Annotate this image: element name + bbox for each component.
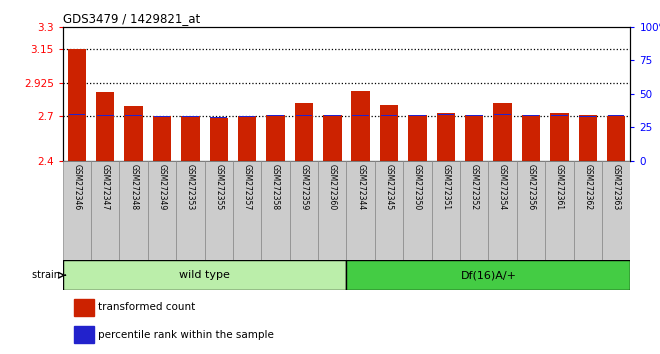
Text: percentile rank within the sample: percentile rank within the sample (98, 330, 274, 340)
Bar (324, 115, 341, 116)
Bar (380, 105, 398, 161)
Bar (375, 161, 403, 260)
Text: GSM272354: GSM272354 (498, 164, 507, 210)
Bar (68, 49, 86, 161)
Bar (261, 161, 290, 260)
Text: GSM272347: GSM272347 (101, 164, 110, 210)
Bar (403, 161, 432, 260)
Text: transformed count: transformed count (98, 302, 195, 312)
Bar (233, 161, 261, 260)
Bar (63, 161, 91, 260)
Bar (517, 161, 545, 260)
Bar (522, 115, 540, 161)
Text: GSM272346: GSM272346 (73, 164, 81, 210)
Bar (550, 113, 568, 161)
Bar (74, 299, 94, 315)
Bar (466, 115, 482, 116)
Bar (579, 116, 596, 117)
Text: GSM272355: GSM272355 (214, 164, 223, 210)
Bar (465, 115, 483, 161)
Bar (494, 103, 512, 161)
Text: Df(16)A/+: Df(16)A/+ (461, 270, 516, 280)
Bar (119, 161, 148, 260)
Text: GSM272349: GSM272349 (158, 164, 166, 210)
Bar (346, 161, 375, 260)
Bar (460, 161, 488, 260)
Text: GSM272357: GSM272357 (243, 164, 251, 210)
Text: strain: strain (32, 270, 63, 280)
Text: GSM272363: GSM272363 (612, 164, 620, 210)
Bar (210, 119, 228, 161)
Text: GSM272351: GSM272351 (442, 164, 450, 210)
Bar (574, 161, 602, 260)
Text: GSM272348: GSM272348 (129, 164, 138, 210)
Bar (239, 116, 255, 117)
Text: GSM272362: GSM272362 (583, 164, 592, 210)
Text: wild type: wild type (179, 270, 230, 280)
Bar (154, 116, 170, 117)
Bar (545, 161, 574, 260)
Bar (295, 103, 313, 161)
Bar (205, 161, 233, 260)
Bar (523, 115, 539, 116)
Text: GSM272356: GSM272356 (527, 164, 535, 210)
Text: GSM272361: GSM272361 (555, 164, 564, 210)
Bar (381, 115, 397, 116)
Bar (438, 114, 454, 115)
Text: GSM272353: GSM272353 (186, 164, 195, 210)
Bar (318, 161, 346, 260)
Text: GSM272358: GSM272358 (271, 164, 280, 210)
Bar (63, 260, 346, 290)
Bar (346, 260, 630, 290)
Text: GSM272344: GSM272344 (356, 164, 365, 210)
Bar (153, 116, 171, 161)
Bar (211, 116, 227, 118)
Bar (238, 116, 256, 161)
Bar (182, 116, 199, 117)
Bar (97, 115, 114, 116)
Bar (69, 114, 85, 115)
Bar (296, 115, 312, 116)
Bar (323, 115, 341, 161)
Bar (125, 106, 143, 161)
Bar (352, 115, 369, 116)
Text: GSM272359: GSM272359 (300, 164, 308, 210)
Bar (488, 161, 517, 260)
Bar (96, 92, 114, 161)
Bar (409, 115, 426, 116)
Bar (125, 115, 142, 116)
Bar (182, 116, 199, 161)
Bar (551, 115, 568, 116)
Text: GSM272350: GSM272350 (413, 164, 422, 210)
Bar (74, 326, 94, 343)
Bar (290, 161, 318, 260)
Bar (437, 113, 455, 161)
Bar (148, 161, 176, 260)
Bar (608, 115, 624, 116)
Bar (176, 161, 205, 260)
Bar (409, 115, 426, 161)
Bar (352, 91, 370, 161)
Bar (602, 161, 630, 260)
Text: GSM272352: GSM272352 (470, 164, 478, 210)
Bar (267, 115, 284, 116)
Bar (494, 114, 511, 115)
Bar (432, 161, 460, 260)
Bar (267, 115, 284, 161)
Text: GDS3479 / 1429821_at: GDS3479 / 1429821_at (63, 12, 200, 25)
Bar (91, 161, 119, 260)
Bar (607, 116, 625, 161)
Text: GSM272345: GSM272345 (385, 164, 393, 210)
Text: GSM272360: GSM272360 (328, 164, 337, 210)
Bar (579, 115, 597, 161)
